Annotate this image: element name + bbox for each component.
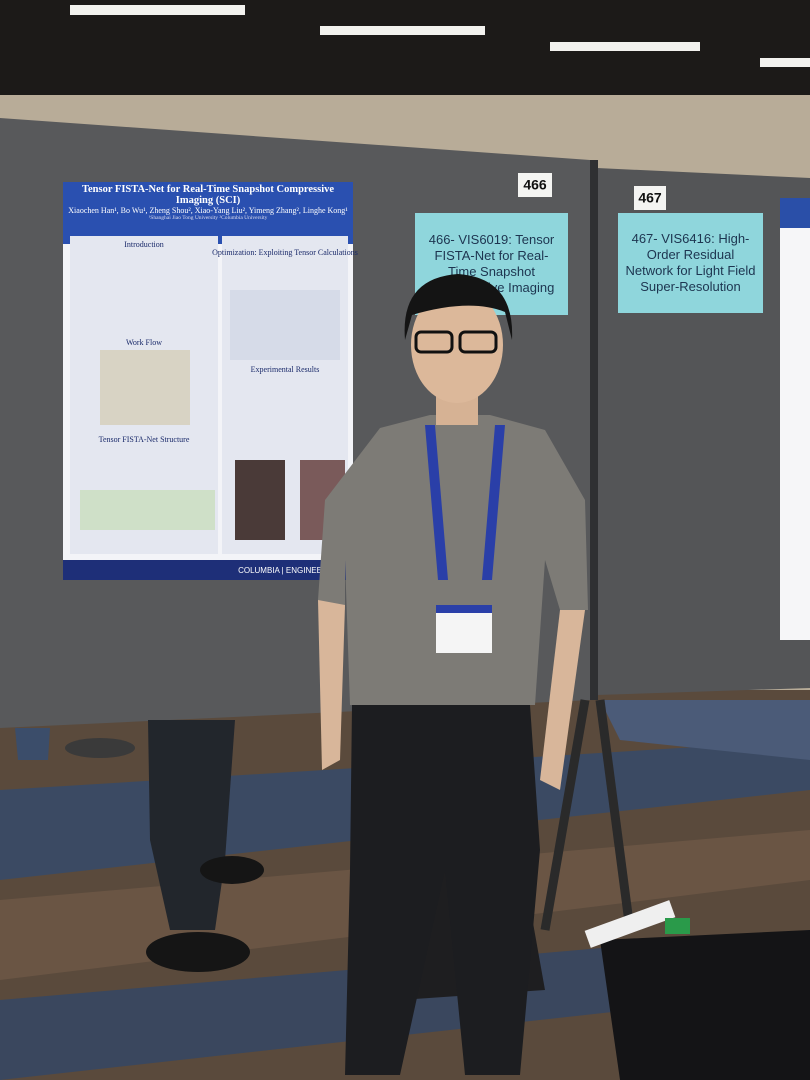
person <box>318 274 588 1075</box>
board-number-card <box>518 173 552 197</box>
title-sign-text-box: 467- VIS6416: High-Order Residual Networ… <box>625 231 756 294</box>
poster-section-heading: Experimental Results <box>251 365 320 374</box>
title-sign-text: 467- VIS6416: High-Order Residual Networ… <box>625 231 756 294</box>
poster-affiliation: ¹Shanghai Jiao Tong University ²Columbia… <box>148 215 268 221</box>
poster-footer-text: COLUMBIA | ENGINEERING <box>238 566 342 575</box>
board-number: 466 <box>523 177 547 193</box>
poster-columns <box>70 236 348 554</box>
poster-authors: Xiaochen Han¹, Bo Wu¹, Zheng Shou², Xiao… <box>68 206 348 215</box>
poster-header-text: Tensor FISTA-Net for Real-Time Snapshot … <box>66 184 350 221</box>
partial-poster-header <box>780 198 810 228</box>
board-number: 467 <box>638 190 662 206</box>
board-number-card <box>634 186 666 210</box>
board-divider <box>590 160 598 700</box>
poster-header <box>63 182 353 244</box>
poster-header-box: Tensor FISTA-Net for Real-Time Snapshot … <box>66 184 350 221</box>
poster-section-heading: Optimization: Exploiting Tensor Calculat… <box>212 248 358 257</box>
partial-poster <box>780 198 810 640</box>
poster-footer <box>63 560 353 580</box>
ceiling <box>0 0 810 110</box>
background-person <box>15 720 264 972</box>
ceiling-lights <box>70 5 810 67</box>
easel <box>540 699 635 931</box>
poster-section-heading: Tensor FISTA-Net Structure <box>99 435 190 444</box>
poster-section-heading: Work Flow <box>126 338 162 347</box>
poster-section-heading: Introduction <box>124 240 164 249</box>
title-sign <box>618 213 763 313</box>
poster-title: Tensor FISTA-Net for Real-Time Snapshot … <box>81 184 335 206</box>
